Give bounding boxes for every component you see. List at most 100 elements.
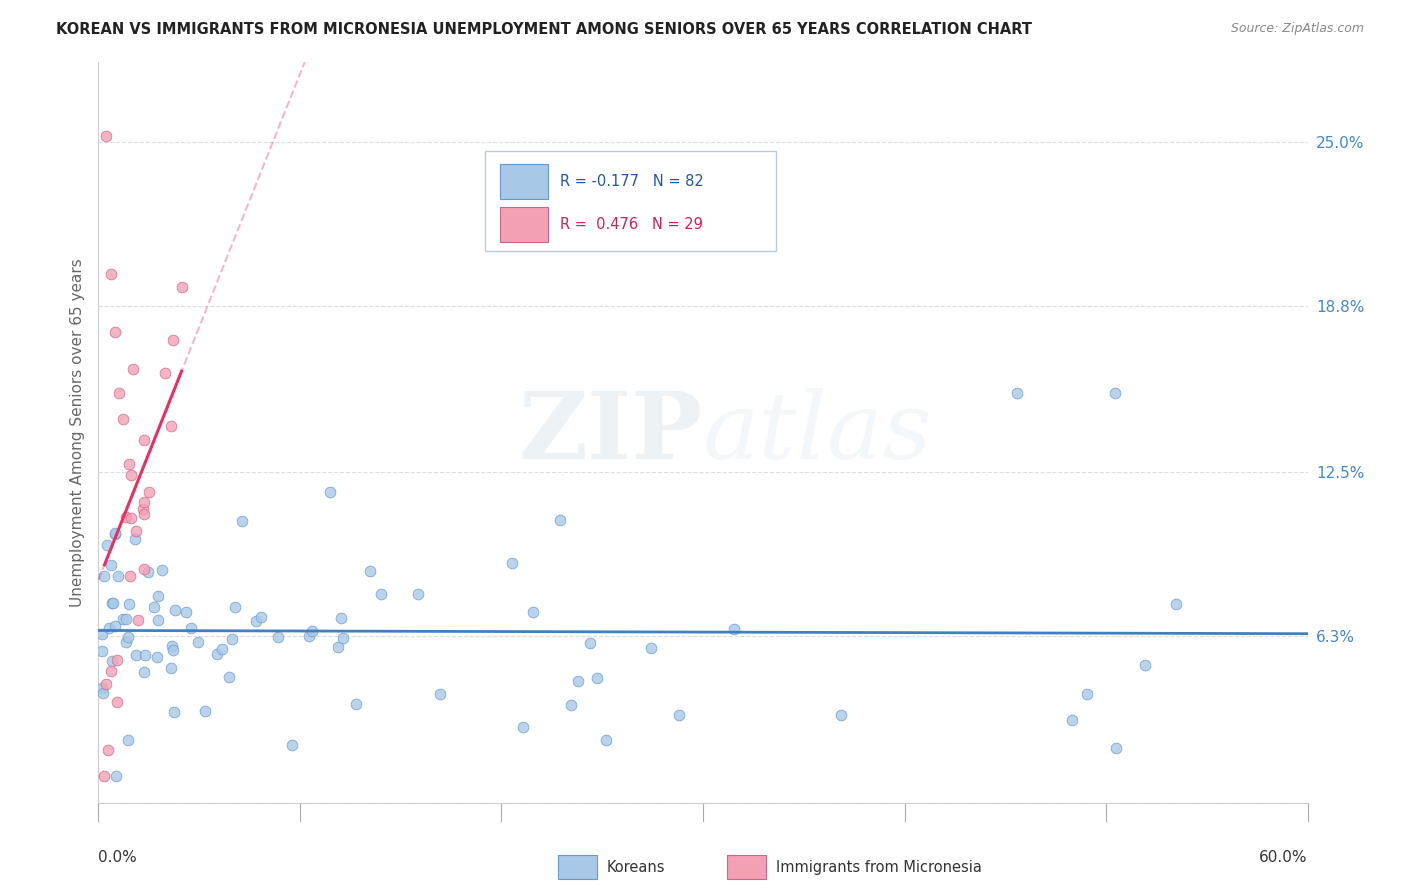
Point xyxy=(118,458,141,472)
Point xyxy=(1105,741,1128,756)
Point xyxy=(93,769,115,783)
Point xyxy=(406,587,429,601)
Point xyxy=(101,596,124,610)
Point xyxy=(429,687,451,701)
Point xyxy=(522,605,544,619)
Point xyxy=(1166,597,1188,611)
Point xyxy=(111,612,134,626)
Point xyxy=(579,636,602,650)
Point xyxy=(245,614,267,628)
Point xyxy=(344,698,367,712)
Point xyxy=(723,622,745,636)
Point xyxy=(96,537,118,551)
FancyBboxPatch shape xyxy=(558,855,596,879)
Point xyxy=(115,635,138,649)
Point xyxy=(153,366,176,380)
Point xyxy=(127,613,149,627)
Text: 60.0%: 60.0% xyxy=(1260,850,1308,865)
Point xyxy=(115,612,138,626)
Point xyxy=(640,640,662,655)
Text: R =  0.476   N = 29: R = 0.476 N = 29 xyxy=(561,217,703,232)
Point xyxy=(224,599,246,614)
Point xyxy=(1104,386,1126,401)
Point xyxy=(163,705,186,719)
Text: ZIP: ZIP xyxy=(519,388,703,477)
Point xyxy=(330,611,353,625)
Point xyxy=(104,525,127,540)
Point xyxy=(1133,657,1156,672)
Point xyxy=(142,599,165,614)
Point xyxy=(830,708,852,723)
Point xyxy=(120,468,142,483)
Text: R = -0.177   N = 82: R = -0.177 N = 82 xyxy=(561,174,704,189)
Point xyxy=(221,632,243,647)
FancyBboxPatch shape xyxy=(727,855,766,879)
Point xyxy=(105,695,128,709)
Text: Koreans: Koreans xyxy=(606,860,665,875)
Point xyxy=(319,484,342,499)
Point xyxy=(160,419,183,434)
Point xyxy=(117,733,139,747)
Point xyxy=(97,743,120,757)
Point xyxy=(132,562,155,576)
Point xyxy=(1076,687,1098,701)
Point xyxy=(560,698,582,713)
Point xyxy=(170,280,193,294)
Point xyxy=(96,129,118,144)
Point xyxy=(138,484,160,499)
Point xyxy=(103,596,125,610)
Text: Immigrants from Micronesia: Immigrants from Micronesia xyxy=(776,860,981,875)
Point xyxy=(100,267,122,281)
Point xyxy=(124,524,146,539)
Point xyxy=(118,569,141,583)
Point xyxy=(145,649,167,664)
Point xyxy=(100,558,122,573)
Point xyxy=(301,624,323,638)
Point xyxy=(150,563,173,577)
Point xyxy=(91,627,114,641)
Point xyxy=(163,603,186,617)
Point xyxy=(121,511,143,525)
Point xyxy=(297,629,319,643)
Point xyxy=(101,654,124,668)
Point xyxy=(1062,713,1084,727)
Point xyxy=(91,681,114,695)
FancyBboxPatch shape xyxy=(501,164,548,200)
Point xyxy=(512,720,534,734)
Point xyxy=(160,639,183,653)
Point xyxy=(1005,386,1028,401)
Point xyxy=(231,514,253,528)
Point xyxy=(146,589,169,603)
Point xyxy=(218,669,240,683)
Point xyxy=(148,614,170,628)
Y-axis label: Unemployment Among Seniors over 65 years: Unemployment Among Seniors over 65 years xyxy=(69,259,84,607)
FancyBboxPatch shape xyxy=(501,207,548,243)
Point xyxy=(107,569,129,583)
Point xyxy=(207,647,229,661)
Point xyxy=(211,642,233,657)
Point xyxy=(132,495,155,509)
Point xyxy=(359,564,381,578)
Point xyxy=(134,648,156,662)
Point xyxy=(159,660,181,674)
Point xyxy=(96,677,118,691)
Point xyxy=(125,648,148,662)
Point xyxy=(117,597,139,611)
Point xyxy=(595,732,617,747)
Point xyxy=(132,665,155,680)
Point xyxy=(162,642,184,657)
Point xyxy=(115,510,138,524)
Point xyxy=(326,640,349,654)
Point xyxy=(104,527,127,541)
Point xyxy=(136,566,159,580)
Point xyxy=(249,609,271,624)
Point xyxy=(117,630,139,644)
Point xyxy=(501,556,523,570)
Point xyxy=(193,704,215,718)
Point xyxy=(548,513,571,527)
Point xyxy=(103,325,125,339)
Point xyxy=(370,587,392,601)
Point xyxy=(132,434,155,448)
Point xyxy=(100,664,122,678)
Point xyxy=(180,621,202,635)
